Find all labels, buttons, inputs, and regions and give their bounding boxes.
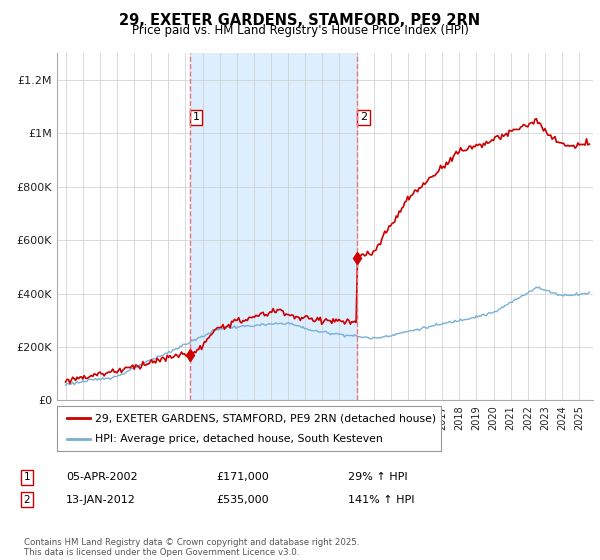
Text: 2: 2 bbox=[360, 113, 367, 122]
Text: 29, EXETER GARDENS, STAMFORD, PE9 2RN (detached house): 29, EXETER GARDENS, STAMFORD, PE9 2RN (d… bbox=[95, 413, 437, 423]
Text: Price paid vs. HM Land Registry's House Price Index (HPI): Price paid vs. HM Land Registry's House … bbox=[131, 24, 469, 37]
Text: 13-JAN-2012: 13-JAN-2012 bbox=[66, 494, 136, 505]
Text: 2: 2 bbox=[23, 494, 31, 505]
Text: 29, EXETER GARDENS, STAMFORD, PE9 2RN: 29, EXETER GARDENS, STAMFORD, PE9 2RN bbox=[119, 13, 481, 29]
Text: £535,000: £535,000 bbox=[216, 494, 269, 505]
Text: £171,000: £171,000 bbox=[216, 472, 269, 482]
Text: Contains HM Land Registry data © Crown copyright and database right 2025.
This d: Contains HM Land Registry data © Crown c… bbox=[24, 538, 359, 557]
Text: 1: 1 bbox=[23, 472, 31, 482]
Text: 29% ↑ HPI: 29% ↑ HPI bbox=[348, 472, 407, 482]
Text: 1: 1 bbox=[193, 113, 200, 122]
Text: HPI: Average price, detached house, South Kesteven: HPI: Average price, detached house, Sout… bbox=[95, 433, 383, 444]
Bar bbox=[190, 53, 357, 400]
Text: 141% ↑ HPI: 141% ↑ HPI bbox=[348, 494, 415, 505]
Text: 05-APR-2002: 05-APR-2002 bbox=[66, 472, 137, 482]
